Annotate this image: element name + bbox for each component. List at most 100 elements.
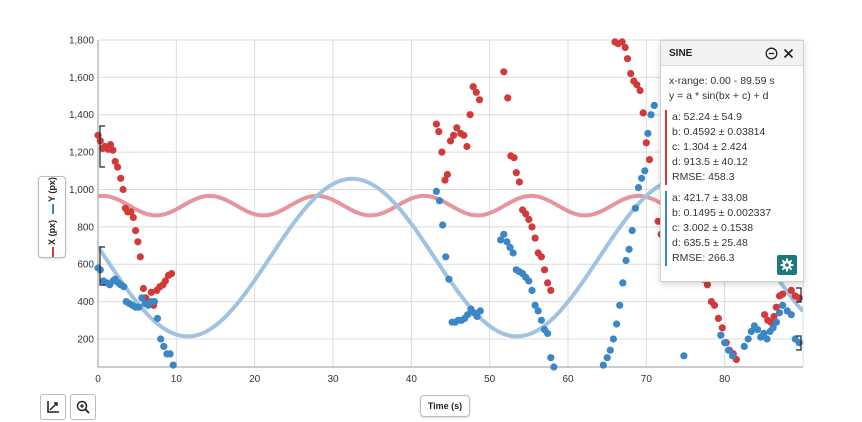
data-point-x (547, 286, 555, 294)
data-point-y (157, 335, 165, 343)
data-point-x (443, 170, 451, 179)
data-point-y (631, 204, 640, 212)
y-tick-label: 1,200 (69, 148, 94, 159)
data-point-y (795, 339, 803, 347)
x-tick-label: 0 (95, 374, 101, 385)
fit-y-c: c: 3.002 ± 0.1538 (672, 222, 754, 234)
data-point-y (500, 230, 508, 238)
y-tick-label: 400 (77, 297, 94, 308)
data-point-x (500, 68, 508, 76)
data-point-x (114, 163, 122, 171)
x-tick-label: 30 (327, 374, 339, 385)
data-point-x (136, 253, 144, 261)
data-point-y (638, 174, 646, 182)
data-point-x (453, 124, 461, 132)
data-point-y (787, 311, 795, 319)
data-point-x (531, 234, 539, 242)
data-point-y (150, 298, 158, 306)
data-point-y (650, 101, 658, 109)
data-point-y (740, 342, 748, 350)
y-tick-label: 1,400 (69, 110, 94, 121)
data-point-x (446, 137, 455, 145)
gear-icon[interactable] (777, 255, 797, 275)
range-handle-left (99, 125, 105, 168)
data-point-y (169, 361, 177, 369)
data-point-y (497, 236, 505, 244)
data-point-y (135, 303, 143, 311)
y-axis-label-button[interactable]: X (px) Y (px) (38, 176, 66, 258)
zoom-button[interactable] (70, 394, 96, 420)
data-point-y (473, 312, 481, 321)
data-point-x (161, 277, 169, 285)
data-point-y (544, 329, 552, 337)
data-point-y (634, 184, 643, 192)
data-point-y (744, 335, 752, 343)
data-point-y (506, 243, 514, 251)
data-point-y (754, 326, 762, 334)
fit-x-rmse: RMSE: 458.3 (672, 171, 735, 183)
fit-y-a: a: 421.7 ± 33.08 (672, 192, 748, 204)
data-point-x (522, 210, 530, 218)
y-tick-label: 800 (77, 222, 94, 233)
data-point-x (621, 43, 629, 52)
fit-x-params: a: 52.24 ± 54.9 b: 0.4592 ± 0.03814 c: 1… (665, 110, 795, 185)
data-point-y (613, 320, 621, 328)
x-axis-label: Time (s) (427, 401, 463, 411)
data-point-x (540, 266, 549, 274)
data-point-x (127, 208, 135, 216)
data-point-y (432, 187, 440, 195)
data-point-x (119, 185, 127, 194)
data-point-x (139, 284, 147, 293)
data-point-x (642, 139, 650, 147)
x-range-text: x-range: 0.00 - 89.59 s (669, 75, 775, 87)
data-point-y (641, 167, 649, 175)
fit-x-b: b: 0.4592 ± 0.03814 (672, 126, 766, 138)
data-point-x (504, 94, 512, 102)
close-icon[interactable] (781, 46, 795, 60)
data-point-x (450, 131, 458, 139)
data-point-y (606, 346, 614, 354)
fit-y-rmse: RMSE: 266.3 (672, 252, 735, 264)
data-point-y (509, 249, 517, 257)
data-point-y (435, 197, 444, 205)
data-point-y (464, 311, 472, 319)
x-tick-label: 10 (171, 374, 183, 385)
data-point-y (547, 354, 555, 362)
data-point-x (109, 146, 117, 154)
data-point-x (544, 279, 552, 287)
data-point-y (644, 129, 652, 137)
minus-circle-icon[interactable] (764, 46, 778, 60)
curve-fit-panel: SINE x-range: 0.00 - 89.59 s y = a * sin… (660, 40, 804, 282)
data-point-x (623, 55, 632, 63)
data-point-y (779, 301, 787, 309)
data-point-x (710, 301, 719, 309)
data-point-x (787, 286, 795, 294)
y-tick-label: 1,000 (69, 185, 94, 196)
range-handle-right (796, 335, 802, 351)
equation-text: y = a * sin(bx + c) + d (669, 90, 769, 102)
data-point-y (445, 275, 453, 283)
data-point-x (515, 178, 524, 186)
data-point-x (528, 223, 536, 231)
data-point-x (703, 281, 712, 289)
graph-tool-button[interactable] (40, 394, 66, 420)
data-point-y (760, 329, 768, 337)
data-point-y (138, 294, 146, 302)
data-point-y (763, 335, 771, 343)
data-point-y (476, 307, 484, 315)
x-axis-label-button[interactable]: Time (s) (420, 395, 470, 417)
data-point-y (439, 221, 447, 229)
data-point-y (625, 245, 633, 253)
data-point-x (761, 311, 769, 319)
data-point-y (769, 324, 777, 332)
data-point-x (512, 169, 520, 177)
y-tick-label: 1,600 (69, 73, 94, 84)
data-point-y (622, 256, 630, 265)
y-tick-label: 600 (77, 260, 94, 271)
range-handle-left (99, 246, 105, 286)
data-point-y (772, 318, 781, 326)
data-point-y (725, 346, 733, 354)
data-point-x (147, 288, 155, 296)
data-point-x (129, 213, 137, 222)
data-point-x (772, 303, 781, 311)
